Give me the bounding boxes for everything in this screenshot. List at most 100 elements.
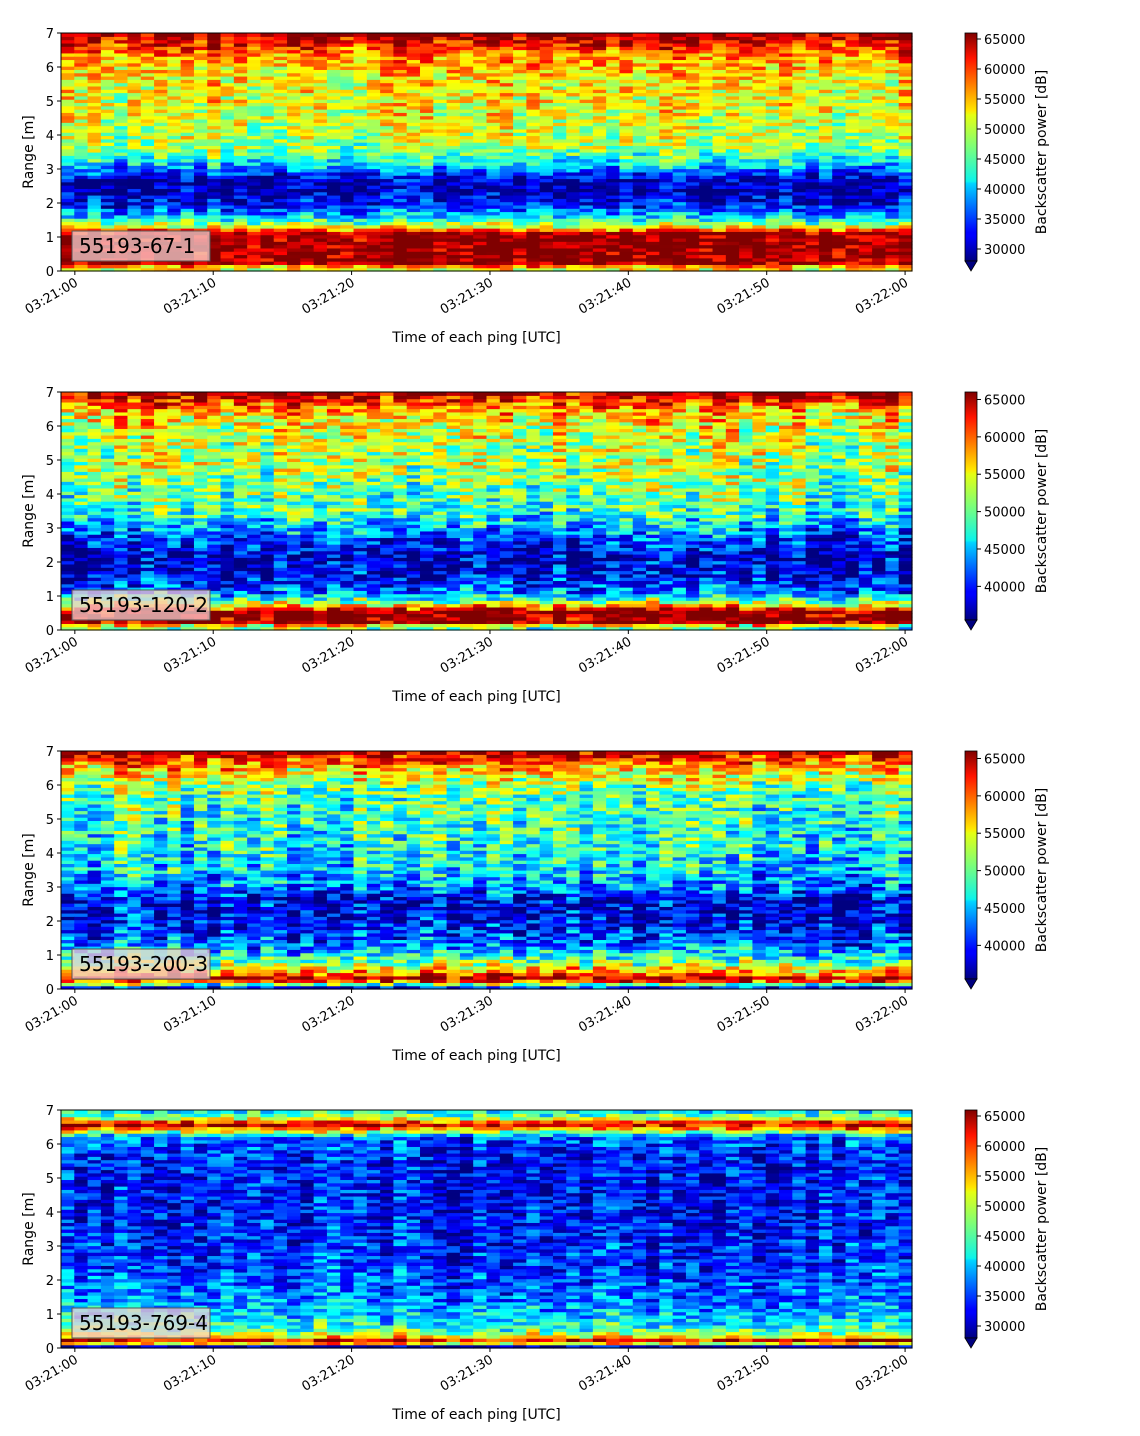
echogram-cell [260, 145, 275, 150]
echogram-cell [606, 135, 621, 140]
echogram-cell [552, 214, 567, 219]
echogram-cell [885, 99, 900, 104]
echogram-cell [459, 79, 474, 84]
echogram-cell [672, 85, 687, 90]
echogram-cell [446, 165, 461, 170]
echogram-cell [406, 75, 421, 80]
echogram-cell [459, 95, 474, 100]
echogram-cell [646, 46, 660, 51]
echogram-cell [513, 122, 527, 127]
echogram-cell [167, 148, 182, 153]
echogram-cell [566, 161, 581, 166]
echogram-cell [273, 178, 288, 183]
echogram-cell [765, 135, 780, 140]
echogram-cell [566, 241, 581, 246]
echogram-cell [114, 537, 129, 542]
echogram-cell [154, 115, 168, 120]
echogram-cell [140, 138, 155, 143]
echogram-cell [513, 102, 527, 107]
echogram-cell [579, 208, 594, 213]
echogram-cell [566, 228, 581, 232]
echogram-cell [406, 155, 421, 160]
echogram-cell [366, 158, 381, 163]
echogram-cell [340, 204, 355, 209]
echogram-cell [167, 264, 182, 269]
echogram-cell [672, 267, 687, 272]
echogram-cell [725, 85, 740, 90]
echogram-cell [220, 218, 235, 223]
echogram-cell [779, 135, 793, 140]
echogram-cell [61, 267, 75, 272]
echogram-cell [685, 49, 700, 54]
echogram-cell [473, 39, 488, 44]
echogram-cell [513, 128, 527, 133]
echogram-cell [898, 79, 913, 84]
echogram-cell [313, 218, 328, 223]
echogram-cell [646, 188, 660, 193]
echogram-cell [526, 46, 541, 51]
echogram-cell [393, 125, 408, 130]
echogram-cell [114, 42, 129, 47]
echogram-cell [539, 66, 554, 70]
echogram-cell [340, 168, 355, 173]
echogram-cell [366, 46, 381, 51]
echogram-cell [699, 39, 714, 44]
echogram-cell [898, 194, 913, 199]
echogram-cell [486, 201, 501, 206]
echogram-cell [459, 135, 474, 140]
echogram-cell [898, 181, 913, 186]
echogram-cell [100, 66, 115, 70]
echogram-cell [233, 52, 248, 57]
echogram-cell [792, 161, 807, 166]
echogram-cell [61, 431, 75, 436]
echogram-cell [646, 214, 660, 219]
echogram-cell [779, 198, 793, 203]
echogram-cell [513, 46, 527, 51]
echogram-cell [127, 42, 142, 47]
echogram-cell [207, 188, 222, 193]
echogram-cell [552, 79, 567, 84]
echogram-cell [672, 82, 687, 87]
echogram-cell [74, 626, 89, 631]
echogram-cell [818, 254, 833, 259]
echogram-cell [207, 261, 222, 265]
echogram-cell [752, 75, 767, 80]
echogram-cell [154, 201, 168, 206]
echogram-cell [872, 168, 887, 173]
echogram-cell [579, 158, 594, 163]
echogram-cell [473, 198, 488, 203]
echogram-cell [100, 580, 115, 585]
echogram-cell [672, 39, 687, 44]
echogram-cell [526, 178, 541, 183]
echogram-cell [805, 125, 820, 130]
echogram-cell [646, 234, 660, 239]
echogram-cell [74, 218, 89, 223]
echogram-cell [260, 115, 275, 120]
echogram-cell [659, 69, 674, 74]
echogram-cell [247, 92, 262, 97]
echogram-cell [61, 481, 75, 486]
echogram-cell [513, 158, 527, 163]
echogram-cell [353, 261, 368, 265]
echogram-cell [513, 125, 527, 130]
echogram-cell [180, 155, 195, 160]
echogram-cell [885, 92, 900, 97]
echogram-cell [287, 46, 301, 51]
echogram-cell [87, 570, 102, 575]
echogram-cell [326, 42, 341, 47]
echogram-cell [313, 158, 328, 163]
echogram-cell [872, 33, 887, 37]
echogram-cells [61, 392, 913, 631]
echogram-cell [233, 122, 248, 127]
echogram-cell [61, 507, 75, 512]
echogram-cell [539, 191, 554, 196]
echogram-cell [340, 132, 355, 137]
echogram-cell [885, 178, 900, 183]
echogram-cell [685, 72, 700, 77]
echogram-cell [712, 92, 727, 97]
echogram-cell [380, 175, 395, 180]
echogram-cell [74, 79, 89, 84]
echogram-cell [61, 540, 75, 545]
echogram-cell [646, 79, 660, 84]
echogram-cell [127, 165, 142, 170]
